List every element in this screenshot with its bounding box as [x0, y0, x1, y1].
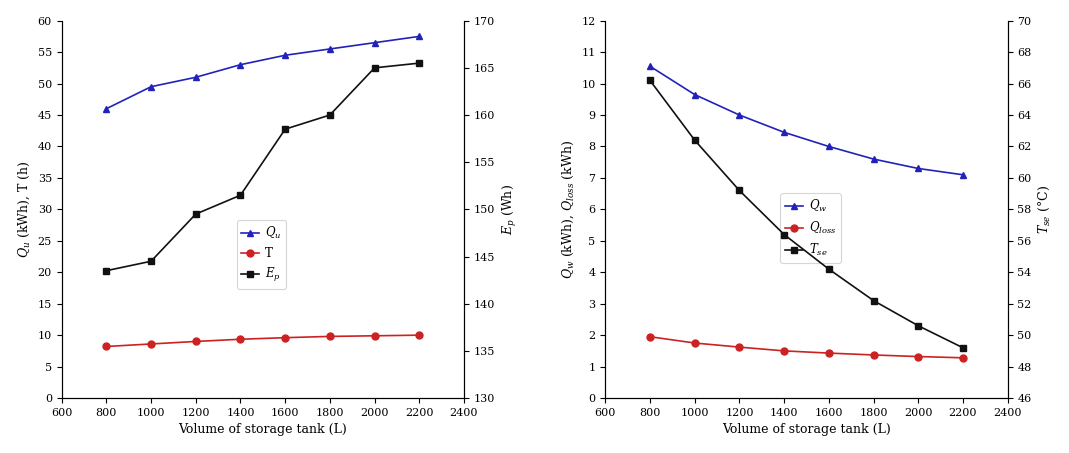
Y-axis label: $E_p$ (Wh): $E_p$ (Wh) — [500, 184, 518, 235]
$Q_w$ — [733, 112, 746, 118]
$E_p$ — [279, 126, 292, 132]
$Q_{loss}$ — [733, 344, 746, 350]
$T_{se}$ — [733, 188, 746, 193]
Line: $Q_{loss}$: $Q_{loss}$ — [647, 333, 966, 361]
$Q_u$ — [279, 53, 292, 58]
$Q_{loss}$ — [644, 334, 656, 339]
X-axis label: Volume of storage tank (L): Volume of storage tank (L) — [722, 424, 890, 436]
$Q_u$ — [189, 75, 202, 80]
$E_p$ — [144, 259, 157, 264]
$Q_w$ — [777, 130, 790, 135]
T — [413, 333, 425, 338]
$Q_w$ — [957, 172, 970, 178]
$T_{se}$ — [777, 232, 790, 237]
T — [234, 337, 247, 342]
Line: $T_{se}$: $T_{se}$ — [647, 77, 966, 351]
$Q_w$ — [644, 63, 656, 69]
$Q_{loss}$ — [867, 352, 880, 358]
$T_{se}$ — [822, 266, 835, 272]
Y-axis label: $T_{se}$ (°C): $T_{se}$ (°C) — [1037, 185, 1052, 234]
$Q_w$ — [912, 166, 925, 171]
$Q_w$ — [867, 156, 880, 162]
$T_{se}$ — [867, 298, 880, 303]
Y-axis label: $Q_u$ (kWh), T (h): $Q_u$ (kWh), T (h) — [17, 160, 32, 258]
T — [144, 341, 157, 347]
Line: $E_p$: $E_p$ — [103, 60, 422, 274]
Line: $Q_w$: $Q_w$ — [647, 63, 966, 178]
$Q_u$ — [234, 62, 247, 67]
$Q_{loss}$ — [688, 340, 701, 346]
T — [368, 333, 381, 338]
$T_{se}$ — [957, 345, 970, 351]
Y-axis label: $Q_w$ (kWh), $Q_{loss}$ (kWh): $Q_w$ (kWh), $Q_{loss}$ (kWh) — [560, 140, 576, 279]
$Q_u$ — [99, 106, 112, 111]
Legend: $Q_u$, T, $E_p$: $Q_u$, T, $E_p$ — [236, 221, 286, 289]
$E_p$ — [368, 65, 381, 71]
$E_p$ — [234, 193, 247, 198]
Legend: $Q_w$, $Q_{loss}$, $T_{se}$: $Q_w$, $Q_{loss}$, $T_{se}$ — [780, 193, 840, 263]
T — [99, 344, 112, 349]
$Q_{loss}$ — [912, 354, 925, 359]
$T_{se}$ — [644, 78, 656, 83]
$Q_{loss}$ — [822, 350, 835, 356]
$Q_u$ — [324, 46, 337, 52]
$Q_w$ — [822, 144, 835, 149]
Line: T: T — [103, 332, 422, 350]
$E_p$ — [324, 112, 337, 118]
T — [189, 339, 202, 344]
T — [324, 334, 337, 339]
$T_{se}$ — [912, 323, 925, 328]
$Q_w$ — [688, 92, 701, 97]
$E_p$ — [413, 60, 425, 66]
$T_{se}$ — [688, 137, 701, 143]
$Q_u$ — [144, 84, 157, 89]
$Q_u$ — [368, 40, 381, 45]
$Q_{loss}$ — [777, 348, 790, 354]
$Q_{loss}$ — [957, 355, 970, 361]
T — [279, 335, 292, 340]
X-axis label: Volume of storage tank (L): Volume of storage tank (L) — [179, 424, 347, 436]
$E_p$ — [99, 268, 112, 274]
$E_p$ — [189, 212, 202, 217]
$Q_u$ — [413, 34, 425, 39]
Line: $Q_u$: $Q_u$ — [103, 33, 422, 112]
